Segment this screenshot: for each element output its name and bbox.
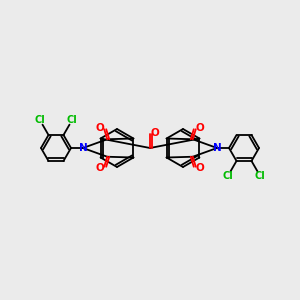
- Text: O: O: [96, 123, 105, 133]
- Text: O: O: [96, 163, 105, 173]
- Text: Cl: Cl: [223, 171, 233, 181]
- Text: O: O: [195, 163, 204, 173]
- Text: O: O: [195, 123, 204, 133]
- Text: Cl: Cl: [67, 115, 77, 125]
- Text: O: O: [151, 128, 159, 138]
- Text: N: N: [79, 143, 87, 153]
- Text: N: N: [213, 143, 221, 153]
- Text: Cl: Cl: [255, 171, 266, 181]
- Text: Cl: Cl: [34, 115, 45, 125]
